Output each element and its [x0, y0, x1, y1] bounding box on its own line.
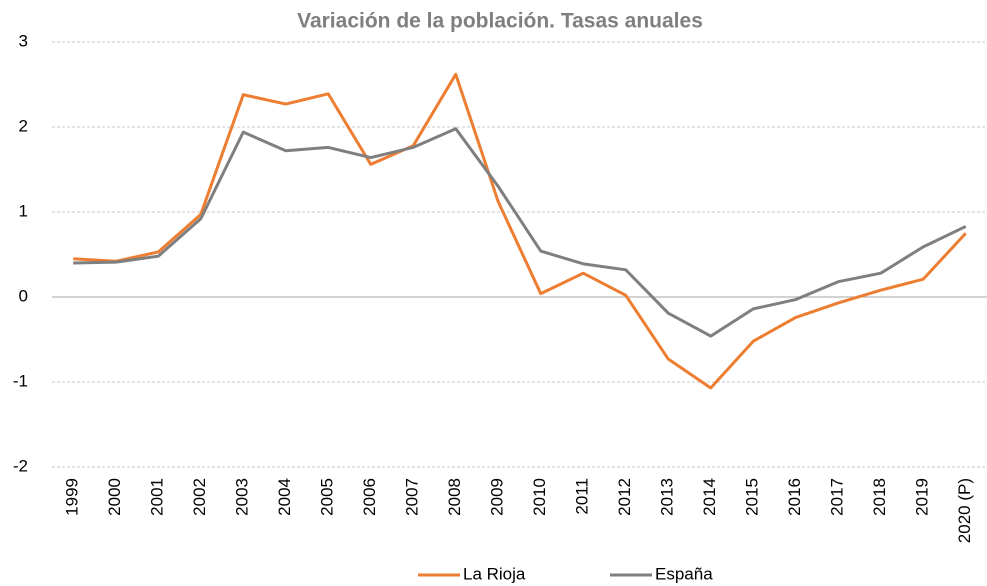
x-tick-label: 2012 — [615, 478, 634, 516]
x-tick-label: 1999 — [63, 478, 82, 516]
x-tick-label: 2005 — [318, 478, 337, 516]
x-tick-label: 2001 — [148, 478, 167, 516]
y-tick-label: -2 — [13, 456, 28, 475]
x-tick-label: 2011 — [573, 478, 592, 515]
chart-title: Variación de la población. Tasas anuales — [297, 10, 703, 33]
y-tick-label: 3 — [19, 31, 28, 50]
x-tick-label: 2002 — [190, 478, 209, 516]
x-tick-label: 2020 (P) — [955, 478, 974, 543]
x-tick-label: 2009 — [488, 478, 507, 516]
x-tick-label: 2019 — [913, 478, 932, 516]
x-tick-label: 2014 — [700, 478, 719, 516]
x-tick-label: 2003 — [233, 478, 252, 516]
x-tick-label: 2013 — [658, 478, 677, 516]
x-tick-label: 2006 — [360, 478, 379, 516]
y-tick-label: 0 — [19, 286, 28, 305]
x-tick-label: 2010 — [530, 478, 549, 516]
line-series — [73, 72, 967, 390]
x-tick-label: 2016 — [785, 478, 804, 516]
x-tick-label: 2007 — [403, 478, 422, 516]
x-tick-label: 2015 — [743, 478, 762, 516]
x-tick-label: 2017 — [828, 478, 847, 516]
x-tick-label: 2000 — [105, 478, 124, 516]
x-tick-label: 2004 — [275, 478, 294, 516]
legend-label: La Rioja — [463, 564, 526, 583]
x-tick-label: 2008 — [445, 478, 464, 516]
y-tick-label: -1 — [13, 371, 28, 390]
legend-label: España — [655, 564, 713, 583]
line-series — [73, 127, 967, 338]
y-tick-label: 1 — [19, 201, 28, 220]
x-tick-label: 2018 — [870, 478, 889, 516]
y-tick-label: 2 — [19, 116, 28, 135]
